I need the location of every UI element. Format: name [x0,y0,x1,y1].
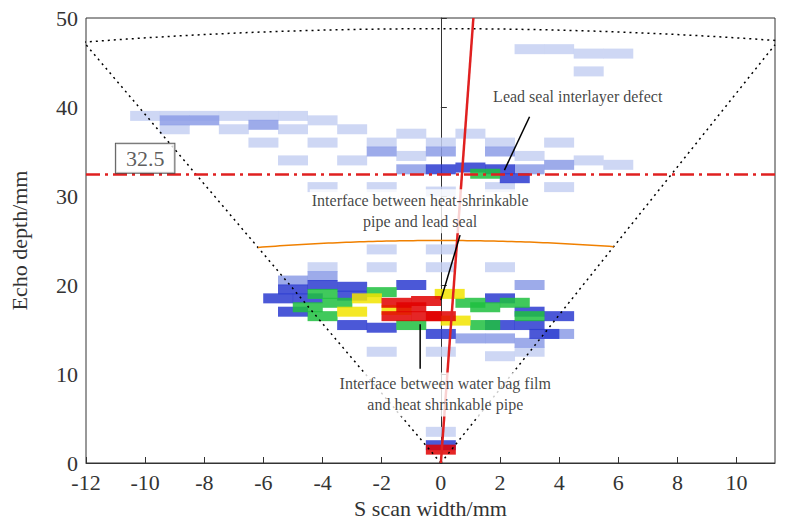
svg-text:-10: -10 [130,470,159,495]
svg-text:Interface between water bag fi: Interface between water bag film [340,375,552,393]
svg-text:-6: -6 [254,470,272,495]
svg-text:-2: -2 [373,470,391,495]
svg-text:40: 40 [56,95,78,120]
svg-text:8: 8 [672,470,683,495]
svg-text:Interface between heat-shrinka: Interface between heat-shrinkable [312,192,529,209]
svg-text:Echo depth/mm: Echo depth/mm [7,171,32,311]
svg-text:10: 10 [726,470,748,495]
svg-text:0: 0 [435,470,446,495]
svg-text:50: 50 [56,6,78,31]
svg-text:0: 0 [67,450,78,476]
svg-text:6: 6 [613,470,624,495]
svg-text:-8: -8 [195,470,213,495]
svg-text:10: 10 [56,362,78,387]
svg-text:32.5: 32.5 [126,146,165,171]
svg-text:-12: -12 [71,470,100,495]
svg-text:2: 2 [494,470,505,495]
svg-text:and heat shrinkable pipe: and heat shrinkable pipe [367,396,523,414]
svg-text:Lead seal interlayer defect: Lead seal interlayer defect [493,88,663,106]
svg-text:pipe and lead seal: pipe and lead seal [363,213,478,231]
svg-text:-4: -4 [313,470,331,495]
svg-text:4: 4 [554,470,565,495]
svg-text:20: 20 [56,273,78,298]
svg-text:S scan width/mm: S scan width/mm [354,496,507,521]
svg-text:30: 30 [56,184,78,209]
